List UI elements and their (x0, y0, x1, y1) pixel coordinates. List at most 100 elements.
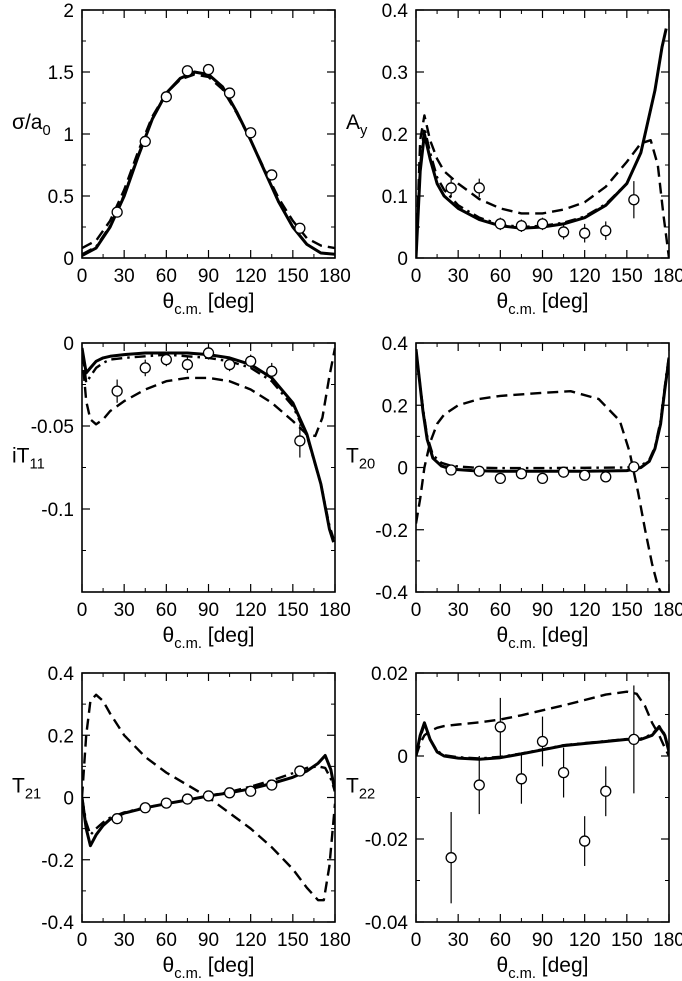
x-tick-label: 120 (235, 600, 267, 621)
x-tick-label: 0 (77, 600, 88, 621)
y-tick-label: 0 (397, 747, 408, 768)
data-marker (515, 773, 528, 785)
data-point (160, 797, 172, 809)
data-point (223, 787, 236, 799)
data-marker (494, 218, 506, 230)
y-tick-label: 0 (63, 249, 74, 270)
x-tick-label: 180 (653, 600, 682, 621)
x-tick-label: 180 (653, 266, 682, 287)
y-tick-label: 1.5 (48, 63, 74, 84)
data-marker (202, 790, 215, 802)
data-marker (494, 721, 506, 733)
x-tick-label: 90 (198, 266, 219, 287)
y-axis-label-sub: 0 (42, 123, 50, 139)
x-tick-label: 60 (490, 600, 511, 621)
y-axis-label-sub: y (360, 123, 368, 139)
data-marker (266, 779, 278, 791)
data-marker (181, 358, 194, 371)
x-tick-label: 120 (569, 930, 601, 951)
data-point (139, 135, 151, 148)
x-axis-label: θc.m. [deg] (163, 954, 255, 981)
data-marker (202, 63, 215, 76)
x-tick-label: 180 (319, 266, 351, 287)
y-tick-label: 0.4 (382, 1, 409, 22)
data-point (181, 793, 194, 805)
data-marker (579, 835, 591, 847)
y-tick-label: -0.02 (365, 830, 408, 851)
y-axis-label-main: iT (12, 445, 30, 468)
data-marker (445, 182, 457, 194)
x-tick-label: 120 (569, 600, 601, 621)
y-axis-label-sub: 20 (359, 457, 375, 473)
data-marker (160, 353, 172, 366)
data-marker (536, 472, 549, 485)
data-point (473, 465, 485, 477)
y-tick-label: 0 (63, 334, 74, 355)
y-tick-label: 0.3 (382, 63, 408, 84)
x-axis-label-unit: [deg] (202, 624, 255, 647)
y-axis-label: σ/a0 (12, 111, 51, 139)
x-tick-label: 150 (611, 266, 643, 287)
data-point (202, 790, 215, 802)
data-marker (223, 358, 236, 371)
data-marker (579, 469, 591, 481)
data-point (160, 91, 172, 103)
data-point (181, 356, 194, 373)
series-solid-line (82, 754, 335, 848)
data-marker (515, 468, 528, 480)
x-tick-label: 0 (77, 266, 88, 287)
x-tick-label: 60 (490, 930, 511, 951)
y-axis-label: iT11 (12, 445, 45, 473)
data-point (445, 464, 457, 476)
data-point (223, 87, 236, 99)
data-marker (181, 65, 194, 77)
y-tick-label: 0.4 (48, 664, 75, 685)
data-point (139, 802, 151, 814)
x-tick-label: 150 (277, 266, 309, 287)
data-marker (111, 385, 123, 397)
y-axis-label-main: σ/a (12, 111, 43, 134)
y-tick-label: 0.5 (48, 187, 74, 208)
data-marker (579, 227, 591, 239)
data-point (223, 357, 236, 372)
x-tick-label: 30 (448, 266, 469, 287)
panel-Ay: 0 30 60 90 120 150 180 0 0.1 0.2 0.3 0.4 θc.m. [deg]… (346, 1, 682, 318)
x-tick-label: 150 (277, 600, 309, 621)
series-dashed-line (416, 690, 669, 757)
plot-frame (81, 9, 336, 259)
data-marker (111, 813, 123, 825)
data-marker (445, 464, 457, 476)
data-point (181, 65, 194, 77)
series-dashed-line (416, 390, 662, 592)
data-marker (294, 765, 306, 777)
data-point (111, 813, 123, 825)
data-point (536, 716, 549, 767)
data-marker (473, 779, 485, 791)
x-axis-label-main: θ (163, 290, 175, 313)
x-axis-label-sub: c.m. (174, 302, 202, 318)
data-marker (536, 218, 549, 230)
x-tick-label: 60 (490, 266, 511, 287)
x-axis-label: θc.m. [deg] (497, 624, 589, 652)
x-tick-label: 60 (156, 930, 177, 951)
series-dashed-line (416, 114, 669, 258)
data-point (245, 354, 257, 368)
x-tick-label: 180 (319, 600, 351, 621)
y-axis-label-main: T (12, 775, 25, 798)
x-axis-label-main: θ (163, 954, 175, 977)
x-tick-label: 150 (277, 930, 309, 951)
y-axis-label: T22 (346, 775, 375, 803)
data-marker (515, 220, 528, 232)
data-point (245, 785, 257, 797)
data-marker (294, 435, 306, 447)
x-axis-label-main: θ (163, 624, 175, 647)
data-marker (628, 194, 640, 206)
x-axis-label-sub: c.m. (174, 636, 202, 652)
x-tick-label: 0 (411, 266, 422, 287)
data-point (266, 362, 278, 380)
data-point (266, 169, 278, 181)
x-axis-label-unit: [deg] (202, 954, 255, 977)
data-marker (160, 797, 172, 809)
data-point (494, 472, 506, 485)
y-axis-label: T21 (12, 775, 41, 803)
